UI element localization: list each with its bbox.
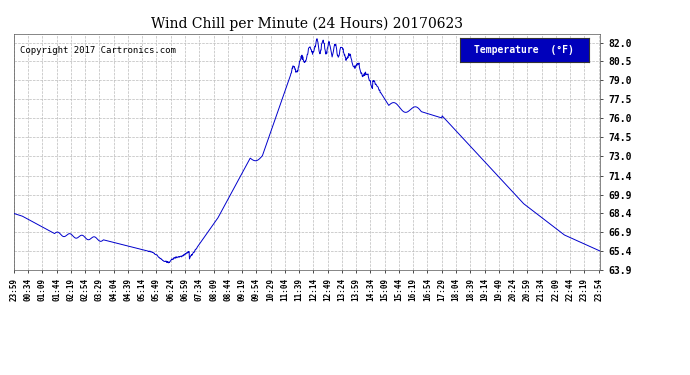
Title: Wind Chill per Minute (24 Hours) 20170623: Wind Chill per Minute (24 Hours) 2017062… bbox=[151, 17, 463, 31]
Text: Copyright 2017 Cartronics.com: Copyright 2017 Cartronics.com bbox=[19, 46, 175, 55]
